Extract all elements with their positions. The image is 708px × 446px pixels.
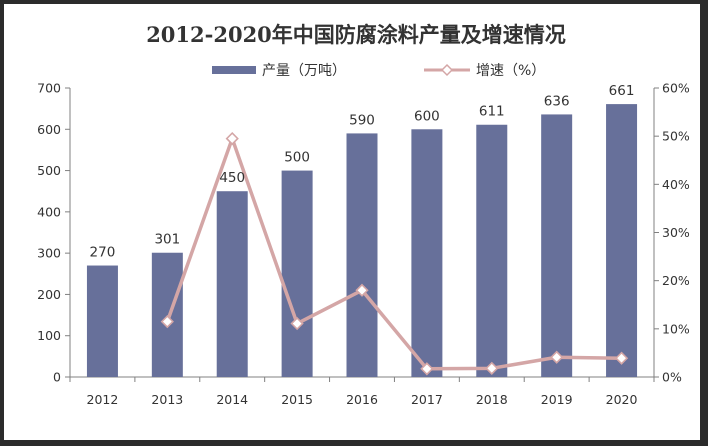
bar-value-label: 600 [414, 108, 440, 124]
growth-marker [225, 131, 239, 146]
y-right-tick-label: 50% [662, 129, 690, 144]
bar-value-label: 450 [219, 170, 245, 186]
x-tick-label: 2015 [281, 392, 313, 407]
bar [86, 265, 118, 377]
legend-swatch-production [212, 66, 256, 74]
y-right-tick-label: 60% [662, 81, 690, 96]
axes: 0 100 200 300 400 500 600 700 0% 10% 20% 30% 40% 50% 6… [37, 81, 690, 408]
bar [541, 114, 573, 378]
bar [151, 252, 183, 377]
bar [476, 124, 508, 377]
chart-svg: 2012-2020年中国防腐涂料产量及增速情况 产量（万吨） 增速（%） 0 100… [37, 22, 690, 408]
legend: 产量（万吨） 增速（%） [212, 63, 545, 79]
y-right-tick-label: 10% [662, 321, 690, 336]
y-right-tick-label: 40% [662, 177, 690, 192]
y-left-tick-label: 700 [37, 81, 61, 96]
x-tick-label: 2019 [541, 392, 573, 407]
growth-marker [160, 314, 174, 329]
x-tick-label: 2014 [216, 392, 248, 407]
bar-value-label: 661 [609, 83, 635, 99]
bar [216, 191, 248, 377]
x-tick-label: 2016 [346, 392, 378, 407]
legend-label-production: 产量（万吨） [262, 63, 346, 79]
y-left-tick-label: 300 [37, 246, 61, 261]
y-left-tick-label: 0 [53, 370, 61, 385]
y-right-tick-label: 20% [662, 273, 690, 288]
x-tick-label: 2017 [411, 392, 443, 407]
growth-marker [290, 316, 304, 331]
bar-value-label: 611 [479, 104, 505, 120]
y-left-tick-label: 200 [37, 287, 61, 302]
bar-value-label: 590 [349, 112, 375, 128]
y-right-tick-label: 30% [662, 225, 690, 240]
x-tick-label: 2018 [476, 392, 508, 407]
chart-title: 2012-2020年中国防腐涂料产量及增速情况 [146, 22, 566, 47]
bar-value-label: 500 [284, 150, 310, 166]
y-left-tick-label: 400 [37, 204, 61, 219]
bar [606, 104, 638, 377]
bar [281, 170, 313, 377]
bars [86, 104, 638, 378]
x-tick-label: 2012 [87, 392, 119, 407]
legend-marker-growth [440, 63, 454, 77]
y-left-tick-label: 100 [37, 328, 61, 343]
growth-marker [614, 351, 629, 365]
bar [411, 129, 443, 377]
legend-label-growth: 增速（%） [476, 63, 545, 79]
bar [346, 133, 378, 377]
chart-frame: 2012-2020年中国防腐涂料产量及增速情况 产量（万吨） 增速（%） 0 100… [4, 4, 700, 440]
growth-marker [485, 361, 499, 375]
bar-value-label: 270 [90, 245, 116, 261]
bar-value-label: 301 [154, 232, 180, 248]
x-tick-label: 2013 [151, 392, 183, 407]
growth-line [160, 131, 629, 376]
y-left-tick-label: 600 [37, 122, 61, 137]
y-right-tick-label: 0% [662, 370, 682, 385]
growth-marker [550, 350, 564, 364]
growth-marker [355, 283, 369, 297]
growth-marker [420, 362, 434, 376]
growth-line-path [165, 136, 622, 371]
data-labels: 270 301 450 500 590 600 611 636 661 [90, 83, 635, 260]
bar-value-label: 636 [544, 93, 570, 109]
y-left-tick-label: 500 [37, 163, 61, 178]
x-tick-label: 2020 [606, 392, 638, 407]
